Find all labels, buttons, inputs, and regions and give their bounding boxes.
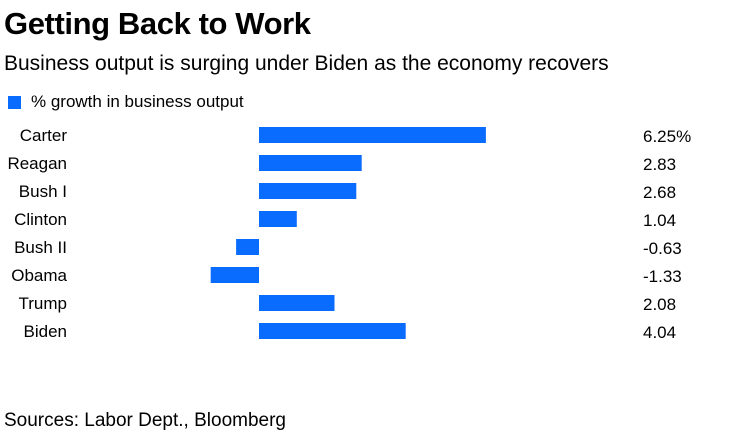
bar-obama [210, 267, 259, 283]
value-label-biden: 4.04 [643, 323, 676, 342]
value-label-bush-ii: -0.63 [643, 239, 682, 258]
category-label-biden: Biden [24, 322, 67, 341]
legend: % growth in business output [8, 92, 244, 112]
value-label-clinton: 1.04 [643, 211, 676, 230]
value-label-trump: 2.08 [643, 295, 676, 314]
category-label-carter: Carter [20, 126, 68, 145]
category-label-bush-ii: Bush II [14, 238, 67, 257]
category-label-bush-i: Bush I [19, 182, 67, 201]
category-label-clinton: Clinton [14, 210, 67, 229]
bar-biden [259, 323, 406, 339]
category-label-trump: Trump [19, 294, 68, 313]
legend-swatch [8, 95, 21, 109]
category-label-obama: Obama [11, 266, 67, 285]
bar-reagan [259, 155, 362, 171]
bar-bush-i [259, 183, 357, 199]
bar-trump [259, 295, 335, 311]
bar-carter [259, 127, 486, 143]
value-label-obama: -1.33 [643, 267, 682, 286]
category-label-reagan: Reagan [7, 154, 67, 173]
chart-subtitle: Business output is surging under Biden a… [4, 52, 609, 75]
value-label-carter: 6.25% [643, 127, 691, 146]
value-label-bush-i: 2.68 [643, 183, 676, 202]
legend-label: % growth in business output [31, 92, 244, 111]
chart-title: Getting Back to Work [4, 6, 311, 41]
value-label-reagan: 2.83 [643, 155, 676, 174]
bar-bush-ii [236, 239, 259, 255]
source-note: Sources: Labor Dept., Bloomberg [4, 410, 286, 431]
bar-clinton [259, 211, 297, 227]
